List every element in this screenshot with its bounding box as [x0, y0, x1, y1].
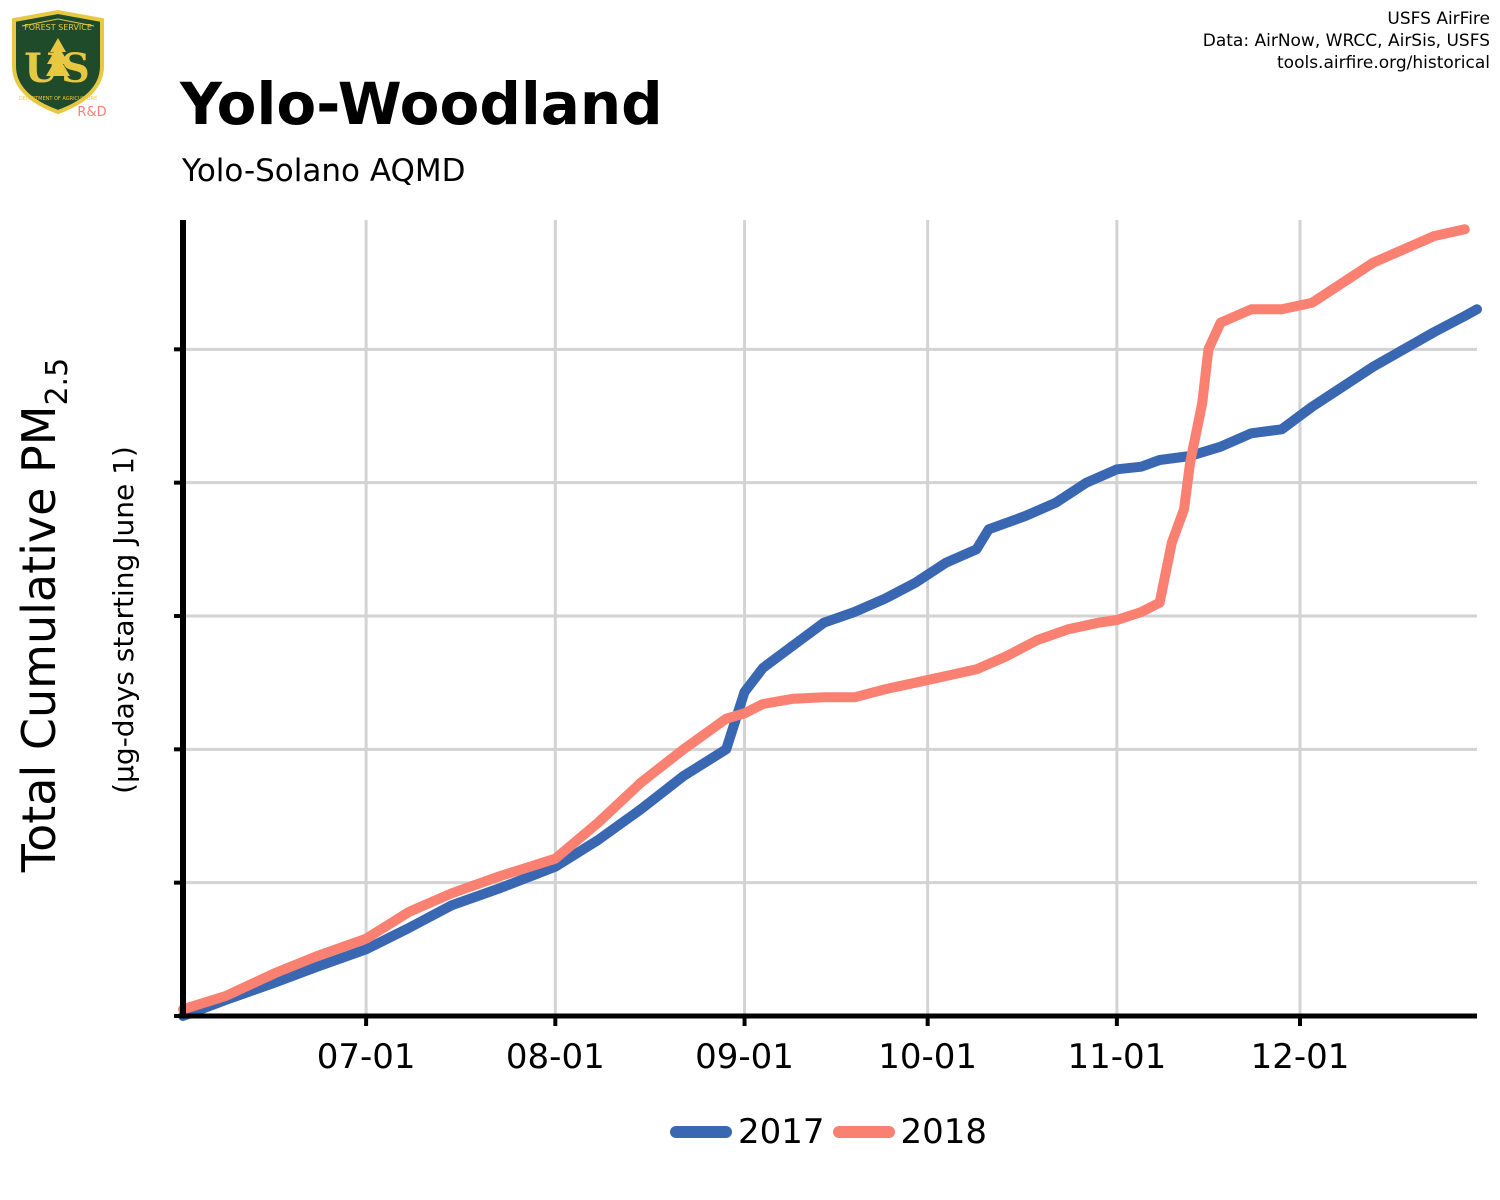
y-axis-units: (µg-days starting June 1) — [107, 446, 140, 794]
credits: USFS AirFire Data: AirNow, WRCC, AirSis,… — [1203, 8, 1490, 74]
legend-item-2017: 2017 — [670, 1112, 833, 1152]
logo-bottom-text: DEPARTMENT OF AGRICULTURE — [19, 96, 97, 102]
x-tick-label: 09-01 — [695, 1037, 794, 1077]
y-axis-label-main: Total Cumulative PM — [12, 406, 66, 874]
legend-label: 2017 — [738, 1112, 825, 1152]
legend-swatch — [832, 1126, 895, 1138]
y-axis-label-subscript: 2.5 — [40, 358, 75, 406]
legend-item-2018: 2018 — [832, 1112, 996, 1152]
tree-icon — [46, 38, 70, 76]
credit-line: Data: AirNow, WRCC, AirSis, USFS — [1202, 31, 1490, 51]
legend: 2017 2018 — [670, 1112, 995, 1152]
tick-labels: 07-01 08-01 09-01 10-01 11-01 12-01 — [317, 1037, 1350, 1077]
x-tick-label: 12-01 — [1251, 1037, 1350, 1077]
x-tick-label: 08-01 — [506, 1037, 605, 1077]
x-tick-label: 07-01 — [317, 1037, 416, 1077]
logo-top-text: FOREST SERVICE — [24, 23, 92, 32]
credit-line: USFS AirFire — [1387, 9, 1490, 29]
x-tick-label: 10-01 — [878, 1037, 977, 1077]
credit-line: tools.airfire.org/historical — [1277, 53, 1490, 73]
series-line-2017 — [178, 304, 1482, 1021]
usfs-shield-icon: FOREST SERVICE US DEPARTMENT OF AGRICULT… — [12, 9, 107, 118]
page-subtitle: Yolo-Solano AQMD — [182, 153, 466, 189]
x-tick-label: 11-01 — [1067, 1037, 1166, 1077]
series-lines — [178, 224, 1482, 1021]
legend-label: 2018 — [900, 1112, 988, 1152]
logo-rd-tag: R&D — [77, 105, 106, 118]
legend-swatch — [670, 1126, 732, 1138]
page-title: Yolo-Woodland — [180, 70, 663, 138]
y-axis-label: Total Cumulative PM2.5 — [12, 358, 75, 873]
series-line-2018 — [178, 224, 1470, 1015]
axes — [174, 220, 1477, 1026]
